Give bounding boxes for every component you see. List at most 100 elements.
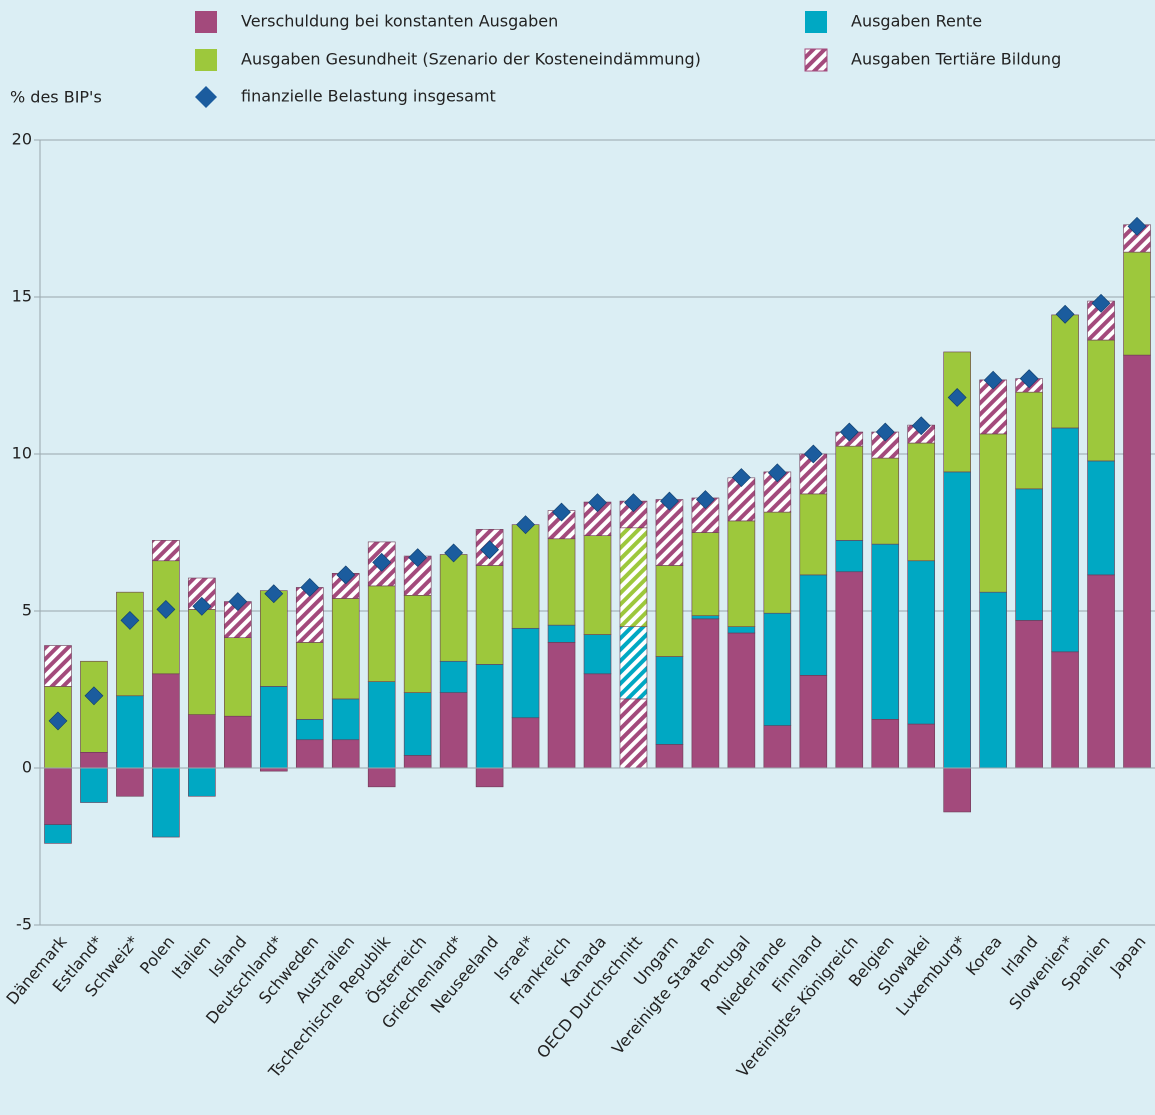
total-marker	[1091, 293, 1111, 313]
bar-segment	[727, 520, 756, 628]
bar-segment	[943, 767, 971, 813]
bar-segment	[943, 351, 971, 473]
bar-segment	[763, 612, 792, 726]
legend-swatch	[195, 11, 217, 33]
bar-segment	[655, 656, 684, 745]
bar-segment	[799, 574, 828, 676]
total-marker	[875, 422, 895, 442]
bar-segment	[439, 554, 468, 662]
bar-segment	[224, 715, 252, 769]
bar-segment	[403, 594, 432, 693]
total-marker	[264, 584, 284, 604]
legend-marker	[195, 86, 217, 108]
bar-segment	[224, 637, 252, 717]
bar-segment	[44, 824, 72, 844]
bar-segment	[799, 675, 828, 769]
total-marker	[660, 491, 679, 511]
bar-segment	[331, 598, 360, 700]
bar-segment	[655, 744, 684, 769]
total-marker	[731, 468, 751, 487]
bar-segment	[583, 535, 612, 635]
bar-segment	[835, 540, 864, 573]
bar-segment	[295, 739, 324, 769]
bar-segment	[1051, 651, 1079, 769]
total-marker	[408, 548, 428, 568]
bar-segment	[439, 660, 468, 693]
bar-segment	[799, 493, 828, 576]
total-marker	[1055, 304, 1075, 324]
bar-segment	[475, 529, 504, 566]
total-marker	[767, 463, 787, 483]
bar-segment	[547, 642, 576, 769]
bar-segment	[152, 767, 180, 838]
x-tick-label: Italien	[168, 932, 214, 982]
bar-segment	[871, 457, 900, 545]
bar-segment	[116, 767, 144, 797]
bar-segment	[403, 755, 432, 769]
legend-label: Ausgaben Gesundheit (Szenario der Kosten…	[241, 50, 701, 69]
x-tick-label: Korea	[962, 932, 1006, 979]
y-tick-label: -5	[16, 915, 32, 934]
total-marker	[156, 600, 176, 619]
y-tick-label: 0	[22, 758, 32, 777]
total-marker	[695, 490, 715, 509]
bar-segment	[367, 585, 396, 682]
total-marker	[552, 502, 571, 522]
bar-segment	[331, 698, 360, 741]
bar-segment	[1051, 427, 1079, 653]
total-marker	[300, 578, 320, 597]
bar-segment	[619, 527, 648, 627]
bar-segment	[152, 673, 180, 769]
bar-segment	[1123, 251, 1151, 356]
total-marker	[839, 422, 859, 442]
bar-segment	[979, 433, 1007, 593]
bar-segment	[907, 560, 936, 725]
bar-segment	[871, 543, 900, 720]
bar-segment	[80, 767, 108, 803]
bar-segment	[619, 626, 648, 700]
bar-segment	[1015, 620, 1043, 769]
bar-segment	[727, 626, 756, 634]
bar-segment	[655, 565, 684, 657]
bar-segment	[1087, 339, 1115, 462]
bar-segment	[763, 511, 792, 614]
bar-segment	[259, 590, 288, 687]
bar-segment	[691, 532, 720, 617]
bar-segment	[295, 642, 324, 720]
total-marker	[1019, 369, 1039, 389]
bar-segment	[1051, 314, 1079, 429]
bar-segment	[979, 591, 1007, 769]
bar-segment	[295, 719, 324, 741]
bar-segment	[80, 660, 108, 753]
total-marker	[192, 596, 212, 616]
total-marker	[911, 416, 931, 436]
bar-segment	[44, 767, 72, 825]
bar-segment	[511, 717, 540, 769]
total-marker	[624, 493, 643, 513]
legend-label: Ausgaben Tertiäre Bildung	[851, 50, 1061, 69]
bar-segment	[188, 767, 216, 797]
total-marker	[120, 610, 140, 630]
bar-segment	[691, 615, 720, 620]
total-marker	[947, 388, 967, 407]
legend-label: Ausgaben Rente	[851, 12, 982, 31]
bar-segment	[547, 624, 576, 643]
bar-segment	[835, 445, 864, 541]
bar-segment	[152, 540, 180, 562]
bar-segment	[511, 524, 540, 629]
bar-segment	[403, 692, 432, 756]
total-marker	[480, 540, 500, 560]
bar-segment	[943, 471, 971, 769]
bar-segment	[152, 560, 180, 675]
bar-segment	[116, 591, 144, 697]
total-marker	[84, 686, 104, 706]
bar-segment	[331, 739, 360, 769]
legend-swatch	[804, 48, 828, 72]
bar-segment	[691, 618, 720, 769]
bar-segment	[475, 565, 504, 665]
y-tick-label: 10	[12, 444, 32, 463]
legend-swatch	[195, 49, 217, 71]
total-marker	[228, 592, 248, 612]
bar-segment	[439, 692, 468, 769]
bar-segment	[259, 686, 288, 769]
